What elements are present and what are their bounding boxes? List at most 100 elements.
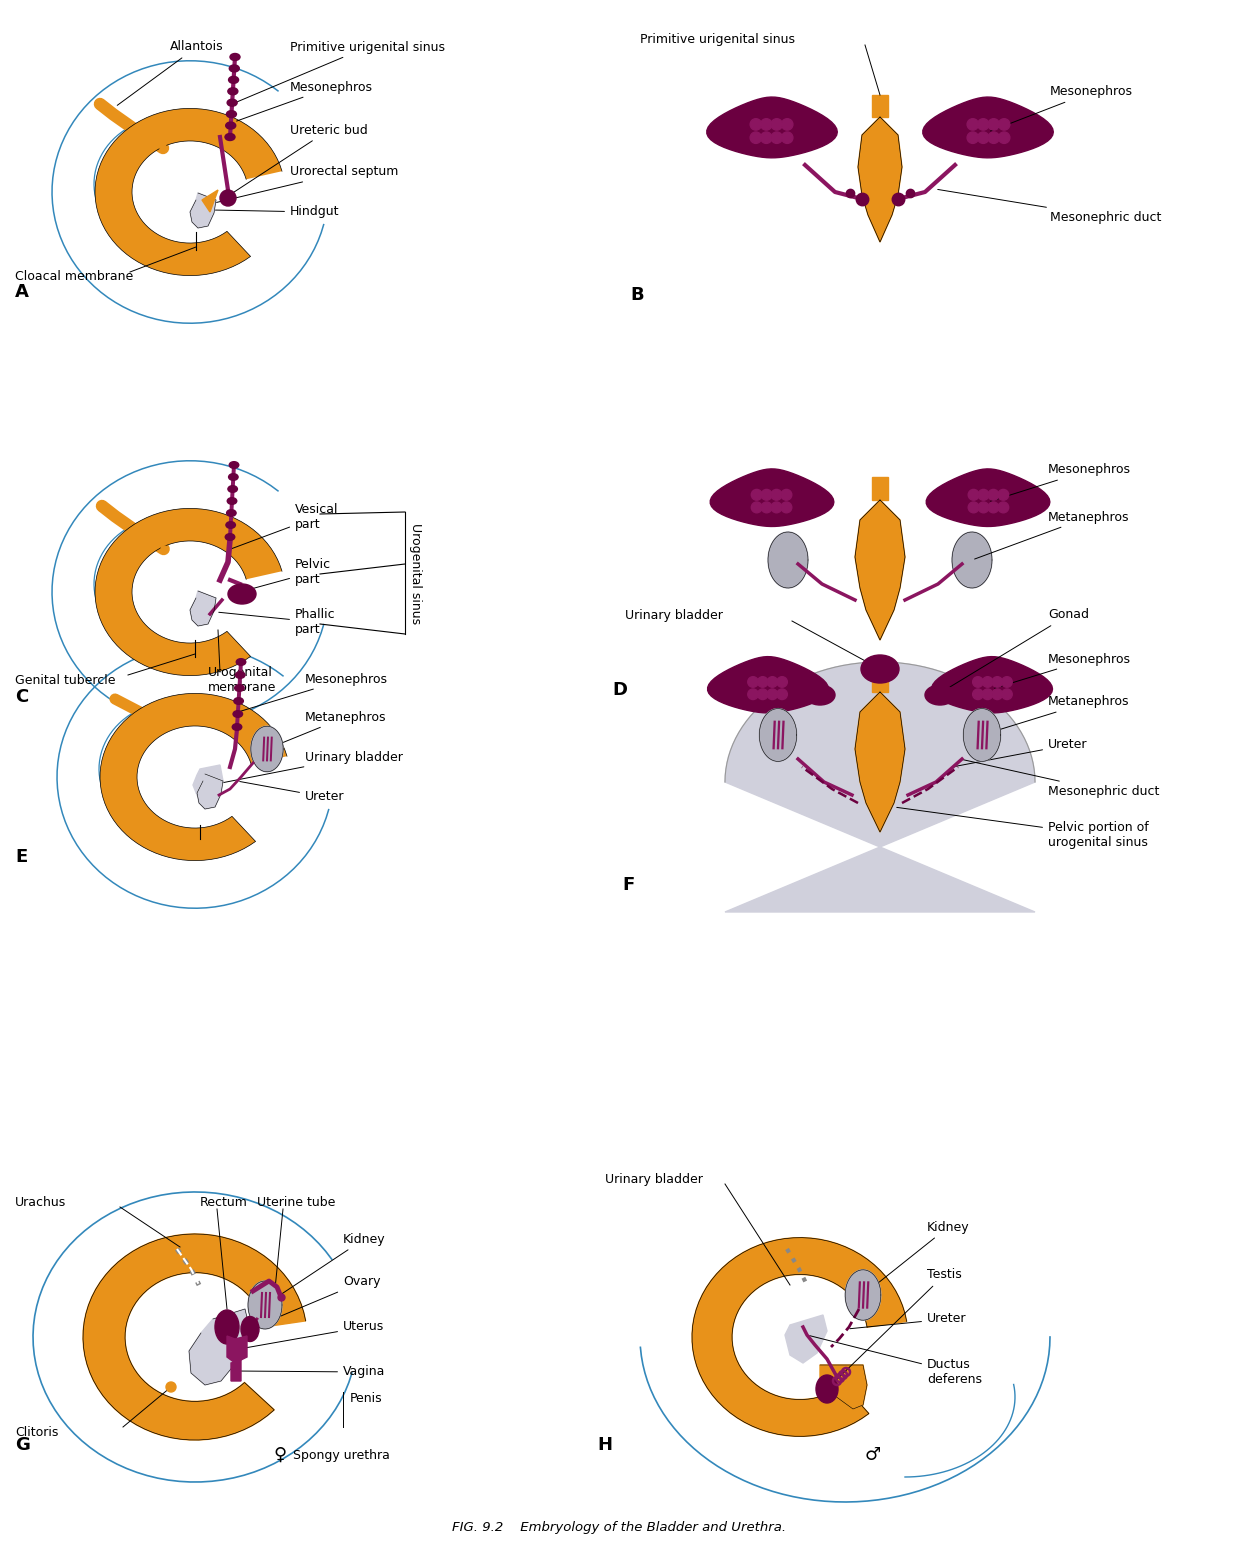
Ellipse shape [229,473,238,480]
Polygon shape [759,709,797,762]
Text: E: E [15,847,27,866]
Polygon shape [785,1315,827,1363]
Circle shape [751,489,763,500]
Ellipse shape [805,684,834,705]
Circle shape [776,689,787,700]
Polygon shape [963,709,1000,762]
Ellipse shape [228,584,256,604]
Text: Pelvic portion of
urogenital sinus: Pelvic portion of urogenital sinus [896,807,1149,849]
Polygon shape [708,656,828,712]
Ellipse shape [233,711,243,717]
Ellipse shape [229,461,239,469]
Text: Kidney: Kidney [865,1220,969,1293]
Text: Ureteric bud: Ureteric bud [230,124,368,194]
Ellipse shape [225,521,235,528]
Text: Ureter: Ureter [240,782,344,804]
Text: Genital tubercle: Genital tubercle [15,674,115,686]
Polygon shape [872,476,888,500]
Circle shape [988,132,999,143]
Circle shape [968,489,979,500]
Text: Urinary bladder: Urinary bladder [605,1172,703,1186]
Ellipse shape [925,684,954,705]
Text: Gonad: Gonad [942,608,1089,692]
Circle shape [967,118,978,130]
Circle shape [761,489,773,500]
Text: Testis: Testis [829,1268,962,1387]
Circle shape [978,118,989,130]
Text: Metanephros: Metanephros [984,695,1129,734]
Text: Metanephros: Metanephros [270,711,386,748]
Circle shape [748,677,759,688]
Text: Mesonephros: Mesonephros [994,652,1132,688]
Text: Primitive urigenital sinus: Primitive urigenital sinus [640,33,795,45]
Ellipse shape [215,1310,239,1344]
Circle shape [166,1381,176,1392]
Text: Cloacal membrane: Cloacal membrane [15,270,134,284]
Text: Phallic
part: Phallic part [219,608,335,636]
Polygon shape [193,765,223,802]
Polygon shape [725,663,1035,913]
Circle shape [973,677,983,688]
Text: Ovary: Ovary [253,1276,380,1329]
Circle shape [220,189,236,206]
Circle shape [771,118,782,130]
Polygon shape [846,1270,881,1321]
Text: Urogenital sinus: Urogenital sinus [409,523,422,624]
Text: Mesonephros: Mesonephros [236,81,373,121]
Circle shape [999,118,1010,130]
Polygon shape [768,532,808,588]
Ellipse shape [227,110,236,118]
Text: A: A [15,282,28,301]
Polygon shape [100,694,287,861]
Polygon shape [855,500,905,639]
Text: D: D [612,681,626,698]
Text: C: C [15,688,28,706]
Circle shape [982,689,993,700]
Polygon shape [872,669,888,692]
Polygon shape [248,1280,282,1329]
Polygon shape [251,726,284,771]
Polygon shape [820,1366,867,1409]
Polygon shape [83,1234,306,1440]
Circle shape [982,677,993,688]
Circle shape [998,489,1009,500]
Text: H: H [597,1436,612,1454]
Text: Urinary bladder: Urinary bladder [214,751,402,784]
Text: Ductus
deferens: Ductus deferens [810,1336,982,1386]
Text: Primitive urigenital sinus: Primitive urigenital sinus [234,40,444,102]
Circle shape [758,689,768,700]
Circle shape [988,118,999,130]
Ellipse shape [816,1375,838,1403]
Circle shape [771,489,782,500]
Circle shape [758,677,768,688]
Ellipse shape [228,498,236,504]
Ellipse shape [227,99,238,106]
Text: ♂: ♂ [865,1446,881,1464]
Circle shape [781,118,792,130]
Circle shape [781,501,792,512]
Polygon shape [711,469,834,526]
Text: Allantois: Allantois [118,40,224,106]
Text: B: B [630,286,644,304]
Text: Penis: Penis [350,1392,383,1406]
Circle shape [978,489,989,500]
Circle shape [992,689,1003,700]
Ellipse shape [241,1316,259,1341]
Circle shape [968,501,979,512]
Circle shape [750,132,761,143]
Text: Mesonephros: Mesonephros [990,85,1133,130]
Polygon shape [932,656,1052,712]
Circle shape [748,689,759,700]
Polygon shape [95,109,282,276]
Text: Vagina: Vagina [238,1366,385,1378]
Circle shape [768,677,777,688]
Circle shape [998,501,1009,512]
Ellipse shape [235,672,245,678]
Text: ♀: ♀ [274,1446,286,1464]
Ellipse shape [227,509,236,517]
Polygon shape [858,116,903,242]
Text: Rectum: Rectum [201,1195,248,1209]
Text: Clitoris: Clitoris [15,1425,58,1439]
Polygon shape [232,1360,241,1381]
Circle shape [978,132,989,143]
